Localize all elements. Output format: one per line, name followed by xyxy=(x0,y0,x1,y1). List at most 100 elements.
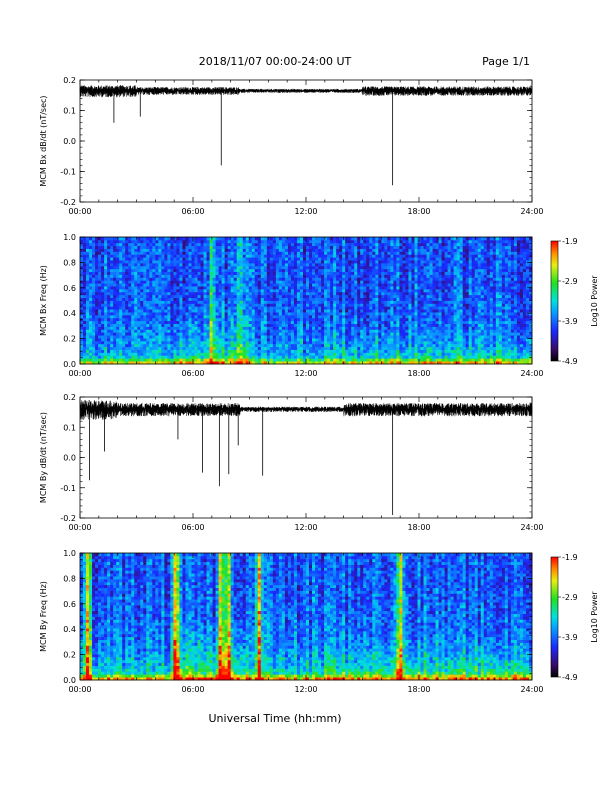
heatmap-cell xyxy=(327,306,331,310)
heatmap-cell xyxy=(242,361,247,365)
heatmap-cell xyxy=(339,288,343,293)
heatmap-cell xyxy=(95,349,99,353)
heatmap-cell xyxy=(221,288,226,293)
heatmap-cell xyxy=(242,306,247,310)
heatmap-cell xyxy=(143,257,147,261)
heatmap-cell xyxy=(107,317,111,322)
heatmap-cell xyxy=(107,294,111,299)
heatmap-cell xyxy=(345,245,349,249)
heatmap-cell xyxy=(290,251,295,255)
heatmap-cell xyxy=(86,329,90,333)
heatmap-cell xyxy=(86,280,90,284)
heatmap-cell xyxy=(158,355,162,359)
heatmap-cell xyxy=(185,297,189,301)
heatmap-cell xyxy=(224,260,229,264)
heatmap-cell xyxy=(324,355,328,359)
heatmap-cell xyxy=(98,274,102,278)
heatmap-cell xyxy=(369,280,373,284)
heatmap-cell xyxy=(393,355,397,359)
heatmap-cell xyxy=(254,343,259,348)
heatmap-cell xyxy=(119,239,123,244)
heatmap-cell xyxy=(161,309,165,313)
heatmap-cell xyxy=(221,239,226,244)
heatmap-cell xyxy=(351,265,355,270)
heatmap-cell xyxy=(227,294,232,299)
heatmap-cell xyxy=(173,340,177,345)
heatmap-cell xyxy=(275,260,280,264)
heatmap-cell xyxy=(185,280,189,284)
heatmap-cell xyxy=(119,355,123,359)
heatmap-cell xyxy=(384,283,388,287)
heatmap-cell xyxy=(396,237,400,241)
heatmap-cell xyxy=(182,361,186,365)
heatmap-cell xyxy=(351,346,355,350)
heatmap-cell xyxy=(342,346,346,350)
heatmap-cell xyxy=(251,271,256,275)
heatmap-cell xyxy=(360,300,364,304)
heatmap-cell xyxy=(239,340,244,345)
heatmap-cell xyxy=(230,277,235,281)
heatmap-cell xyxy=(281,280,286,284)
heatmap-cell xyxy=(212,268,216,273)
heatmap-cell xyxy=(399,257,403,261)
heatmap-cell xyxy=(248,323,253,327)
heatmap-cell xyxy=(170,326,174,330)
heatmap-cell xyxy=(119,271,123,275)
heatmap-cell xyxy=(254,314,259,319)
heatmap-cell xyxy=(245,288,250,293)
heatmap-cell xyxy=(408,251,412,255)
heatmap-cell xyxy=(399,309,403,313)
heatmap-cell xyxy=(137,283,141,287)
heatmap-cell xyxy=(402,352,406,356)
heatmap-cell xyxy=(161,283,165,287)
heatmap-cell xyxy=(402,306,406,310)
heatmap-cell xyxy=(170,237,174,241)
heatmap-cell xyxy=(399,254,403,258)
heatmap-cell xyxy=(200,242,204,247)
heatmap-cell xyxy=(89,306,93,310)
heatmap-cell xyxy=(248,286,253,290)
heatmap-cell xyxy=(116,239,120,244)
heatmap-cell xyxy=(119,262,123,267)
heatmap-cell xyxy=(92,268,96,273)
heatmap-cell xyxy=(306,294,310,299)
heatmap-cell xyxy=(83,352,87,356)
heatmap-cell xyxy=(396,277,400,281)
heatmap-cell xyxy=(390,312,394,316)
heatmap-cell xyxy=(230,323,235,327)
heatmap-cell xyxy=(215,352,220,356)
heatmap-cell xyxy=(233,346,238,350)
heatmap-cell xyxy=(110,291,114,296)
heatmap-cell xyxy=(161,314,165,319)
heatmap-cell xyxy=(104,291,108,296)
heatmap-cell xyxy=(402,309,406,313)
heatmap-cell xyxy=(327,358,331,362)
heatmap-cell xyxy=(293,309,298,313)
heatmap-cell xyxy=(405,239,409,244)
heatmap-cell xyxy=(215,314,220,319)
heatmap-cell xyxy=(318,309,322,313)
heatmap-cell xyxy=(194,340,198,345)
heatmap-cell xyxy=(134,309,138,313)
heatmap-cell xyxy=(339,237,343,241)
heatmap-cell xyxy=(155,340,159,345)
heatmap-cell xyxy=(215,343,220,348)
heatmap-cell xyxy=(239,260,244,264)
heatmap-cell xyxy=(128,312,132,316)
heatmap-cell xyxy=(134,268,138,273)
heatmap-cell xyxy=(143,326,147,330)
heatmap-cell xyxy=(197,274,201,278)
heatmap-cell xyxy=(104,288,108,293)
heatmap-cell xyxy=(89,343,93,348)
heatmap-cell xyxy=(269,326,274,330)
heatmap-cell xyxy=(164,340,168,345)
heatmap-cell xyxy=(92,314,96,319)
heatmap-cell xyxy=(315,286,319,290)
heatmap-cell xyxy=(378,361,382,365)
heatmap-cell xyxy=(233,338,238,342)
y-tick-label: -0.1 xyxy=(60,168,76,177)
heatmap-cell xyxy=(191,340,195,345)
heatmap-cell xyxy=(245,283,250,287)
heatmap-cell xyxy=(80,300,84,304)
heatmap-cell xyxy=(348,245,352,249)
